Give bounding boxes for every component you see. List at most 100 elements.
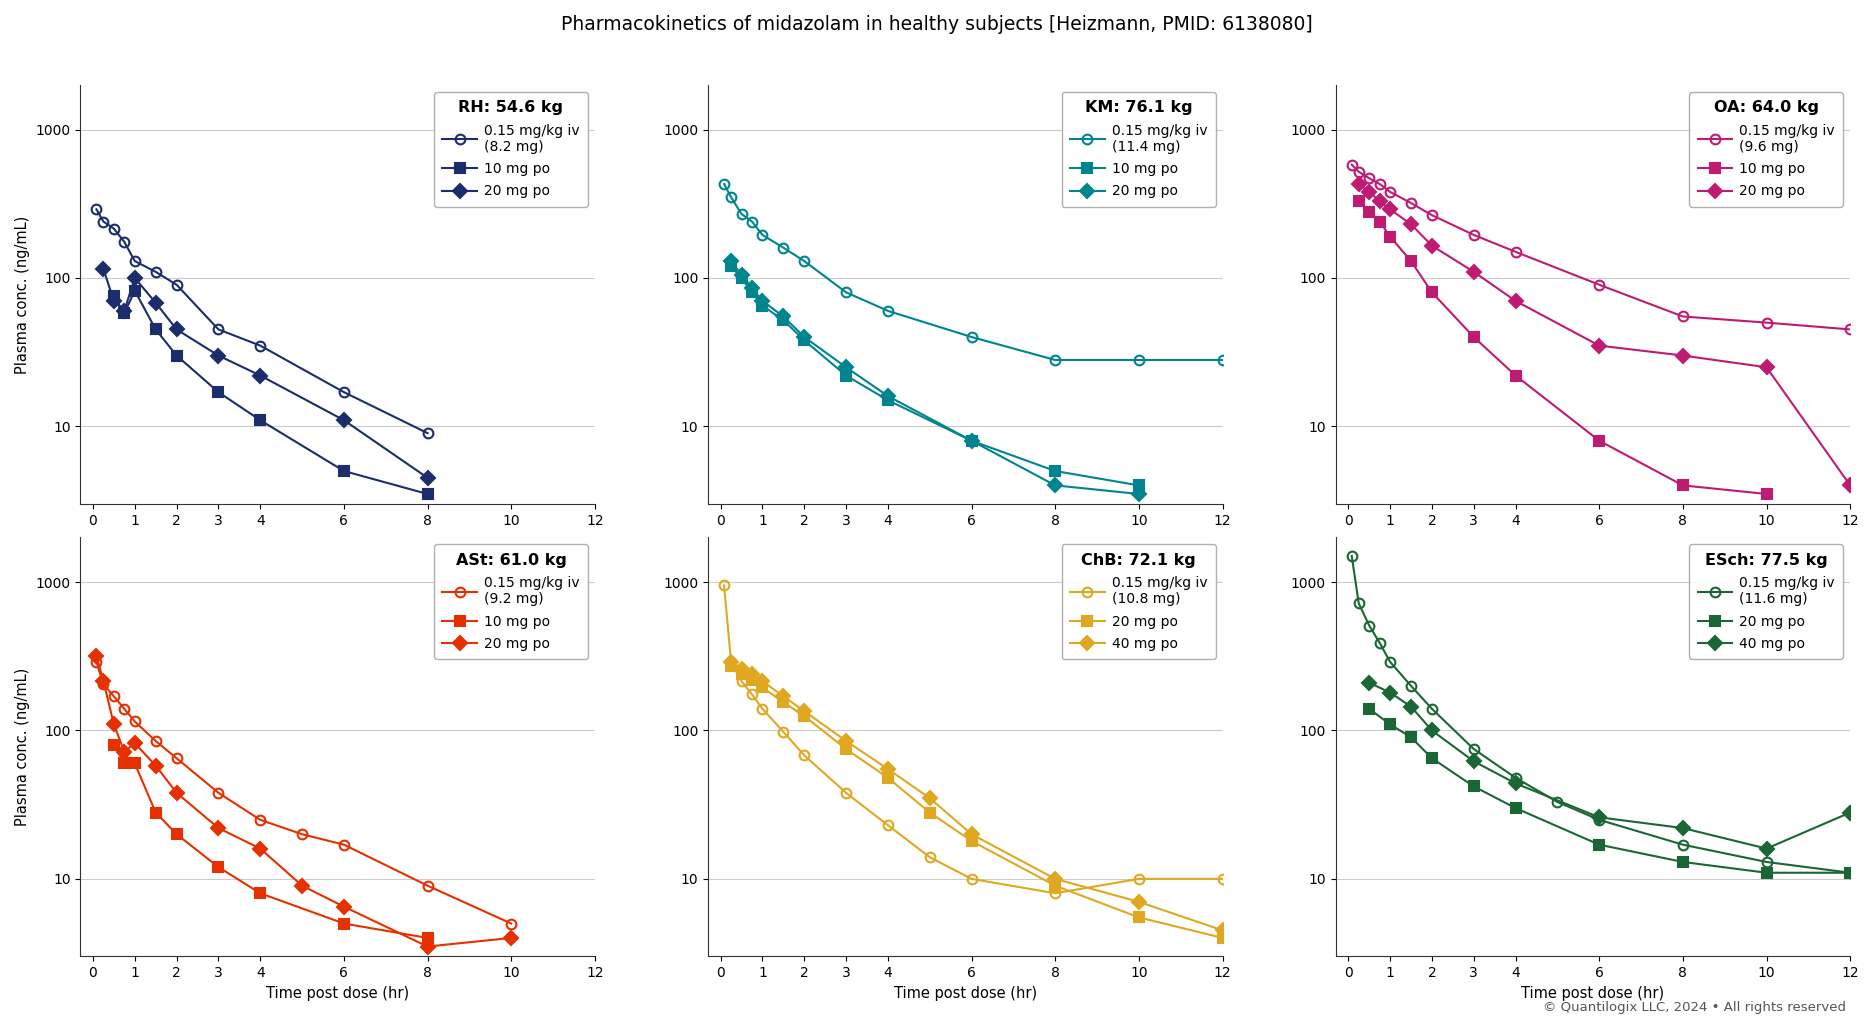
- 10 mg po: [208, 386, 230, 398]
- 0.15 mg/kg iv
(10.8 mg): [1043, 887, 1066, 900]
- 0.15 mg/kg iv
(8.2 mg): [92, 215, 114, 228]
- 40 mg po: [1755, 842, 1777, 855]
- 20 mg po: [792, 710, 815, 722]
- 0.15 mg/kg iv
(8.2 mg): [103, 223, 125, 235]
- 20 mg po: [1210, 932, 1232, 944]
- 20 mg po: [1586, 340, 1609, 352]
- 0.15 mg/kg iv
(10.8 mg): [877, 819, 899, 831]
- 20 mg po: [1358, 703, 1380, 715]
- 20 mg po: [918, 806, 940, 819]
- 10 mg po: [1671, 479, 1693, 491]
- Legend: 0.15 mg/kg iv
(10.8 mg), 20 mg po, 40 mg po: 0.15 mg/kg iv (10.8 mg), 20 mg po, 40 mg…: [1062, 545, 1216, 660]
- 10 mg po: [1461, 330, 1483, 343]
- X-axis label: Time post dose (hr): Time post dose (hr): [893, 986, 1036, 1000]
- 40 mg po: [1837, 806, 1860, 819]
- 40 mg po: [877, 763, 899, 776]
- 0.15 mg/kg iv
(10.8 mg): [918, 851, 940, 863]
- 20 mg po: [1504, 294, 1526, 307]
- Line: 0.15 mg/kg iv
(8.2 mg): 0.15 mg/kg iv (8.2 mg): [92, 204, 433, 438]
- 0.15 mg/kg iv
(11.4 mg): [772, 241, 794, 253]
- 20 mg po: [740, 282, 762, 294]
- 0.15 mg/kg iv
(10.8 mg): [833, 787, 856, 799]
- 20 mg po: [500, 932, 523, 944]
- 0.15 mg/kg iv
(10.8 mg): [792, 749, 815, 761]
- 0.15 mg/kg iv
(11.4 mg): [719, 191, 742, 203]
- 20 mg po: [1755, 361, 1777, 373]
- 0.15 mg/kg iv
(8.2 mg): [112, 236, 135, 248]
- 10 mg po: [1586, 435, 1609, 447]
- Line: 10 mg po: 10 mg po: [727, 262, 1143, 490]
- 0.15 mg/kg iv
(10.8 mg): [712, 580, 734, 592]
- 20 mg po: [792, 330, 815, 343]
- Line: 0.15 mg/kg iv
(10.8 mg): 0.15 mg/kg iv (10.8 mg): [719, 581, 1227, 898]
- 10 mg po: [772, 314, 794, 326]
- 20 mg po: [1128, 487, 1150, 500]
- 20 mg po: [1755, 867, 1777, 879]
- 10 mg po: [333, 917, 356, 930]
- 10 mg po: [124, 757, 146, 770]
- 0.15 mg/kg iv
(9.6 mg): [1420, 209, 1442, 222]
- 0.15 mg/kg iv
(11.4 mg): [712, 177, 734, 190]
- 0.15 mg/kg iv
(9.2 mg): [112, 703, 135, 715]
- 20 mg po: [1379, 203, 1401, 215]
- 0.15 mg/kg iv
(11.4 mg): [833, 286, 856, 299]
- 20 mg po: [730, 269, 753, 281]
- Line: 10 mg po: 10 mg po: [109, 740, 433, 943]
- 0.15 mg/kg iv
(9.2 mg): [208, 787, 230, 799]
- 20 mg po: [751, 294, 774, 307]
- 0.15 mg/kg iv
(11.6 mg): [1379, 656, 1401, 668]
- 40 mg po: [918, 792, 940, 804]
- 0.15 mg/kg iv
(8.2 mg): [208, 323, 230, 336]
- 20 mg po: [1043, 879, 1066, 892]
- 0.15 mg/kg iv
(11.4 mg): [959, 330, 981, 343]
- Line: 40 mg po: 40 mg po: [727, 657, 1227, 935]
- 10 mg po: [124, 284, 146, 297]
- 0.15 mg/kg iv
(8.2 mg): [416, 427, 438, 439]
- 0.15 mg/kg iv
(9.6 mg): [1367, 177, 1390, 190]
- 20 mg po: [103, 718, 125, 731]
- Line: 20 mg po: 20 mg po: [1352, 180, 1854, 490]
- Line: 20 mg po: 20 mg po: [1364, 704, 1854, 877]
- 40 mg po: [1504, 778, 1526, 790]
- 20 mg po: [165, 323, 187, 336]
- Line: 0.15 mg/kg iv
(9.2 mg): 0.15 mg/kg iv (9.2 mg): [92, 657, 515, 929]
- 10 mg po: [1347, 195, 1369, 207]
- 20 mg po: [208, 822, 230, 834]
- 40 mg po: [959, 828, 981, 840]
- Line: 0.15 mg/kg iv
(9.6 mg): 0.15 mg/kg iv (9.6 mg): [1347, 160, 1854, 334]
- 0.15 mg/kg iv
(11.4 mg): [877, 305, 899, 317]
- 0.15 mg/kg iv
(11.6 mg): [1358, 620, 1380, 632]
- 10 mg po: [719, 260, 742, 272]
- 20 mg po: [1128, 911, 1150, 923]
- 10 mg po: [165, 828, 187, 840]
- Y-axis label: Plasma conc. (ng/mL): Plasma conc. (ng/mL): [15, 668, 30, 826]
- 0.15 mg/kg iv
(11.6 mg): [1755, 856, 1777, 868]
- 0.15 mg/kg iv
(11.4 mg): [1128, 354, 1150, 366]
- 40 mg po: [719, 656, 742, 668]
- 20 mg po: [290, 879, 313, 892]
- 20 mg po: [1586, 838, 1609, 851]
- 10 mg po: [1358, 205, 1380, 218]
- 0.15 mg/kg iv
(8.2 mg): [84, 203, 107, 215]
- 20 mg po: [877, 772, 899, 784]
- 20 mg po: [1837, 867, 1860, 879]
- Line: 20 mg po: 20 mg po: [99, 264, 433, 482]
- Legend: 0.15 mg/kg iv
(9.2 mg), 10 mg po, 20 mg po: 0.15 mg/kg iv (9.2 mg), 10 mg po, 20 mg …: [435, 545, 588, 660]
- 10 mg po: [959, 435, 981, 447]
- 40 mg po: [730, 663, 753, 675]
- 20 mg po: [833, 743, 856, 755]
- Legend: 0.15 mg/kg iv
(11.6 mg), 20 mg po, 40 mg po: 0.15 mg/kg iv (11.6 mg), 20 mg po, 40 mg…: [1688, 545, 1843, 660]
- Legend: 0.15 mg/kg iv
(8.2 mg), 10 mg po, 20 mg po: 0.15 mg/kg iv (8.2 mg), 10 mg po, 20 mg …: [435, 92, 588, 206]
- 0.15 mg/kg iv
(11.4 mg): [1043, 354, 1066, 366]
- 10 mg po: [1399, 254, 1422, 267]
- 10 mg po: [751, 300, 774, 312]
- 0.15 mg/kg iv
(9.2 mg): [144, 735, 167, 747]
- 20 mg po: [1358, 186, 1380, 198]
- 20 mg po: [124, 737, 146, 749]
- 20 mg po: [416, 472, 438, 484]
- 10 mg po: [1043, 465, 1066, 477]
- 0.15 mg/kg iv
(9.2 mg): [103, 690, 125, 703]
- 10 mg po: [1128, 479, 1150, 491]
- 10 mg po: [1504, 369, 1526, 382]
- 0.15 mg/kg iv
(9.6 mg): [1504, 245, 1526, 258]
